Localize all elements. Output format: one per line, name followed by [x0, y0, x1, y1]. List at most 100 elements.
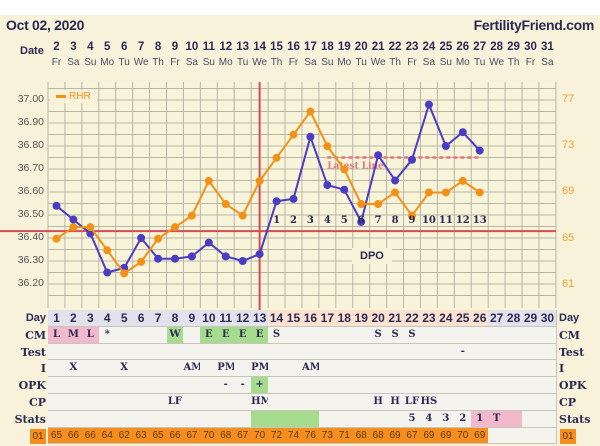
stats-cell[interactable] [234, 410, 253, 428]
stats-cell[interactable] [149, 410, 168, 428]
test-cell[interactable] [335, 343, 354, 361]
cp-cell[interactable]: HS [420, 394, 439, 411]
test-cell[interactable] [522, 343, 540, 361]
cm-cell[interactable] [115, 326, 134, 344]
brand-logo-text[interactable]: FertilityFriend.com [473, 17, 595, 33]
stats-cell[interactable] [352, 410, 371, 428]
test-cell[interactable] [352, 343, 371, 361]
cp-cell[interactable] [200, 394, 219, 411]
i-cell[interactable] [149, 360, 168, 378]
stats-cell[interactable] [217, 410, 236, 428]
stats-cell[interactable] [200, 410, 219, 428]
opk-cell[interactable] [200, 377, 219, 394]
i-cell[interactable]: X [115, 360, 134, 378]
cp-cell[interactable]: LF [403, 394, 422, 411]
test-cell[interactable] [81, 343, 100, 361]
test-cell[interactable] [301, 343, 320, 361]
stats-cell[interactable] [386, 410, 405, 428]
i-cell[interactable] [268, 360, 286, 378]
i-cell[interactable] [318, 360, 337, 378]
cp-cell[interactable] [335, 394, 354, 411]
test-cell[interactable] [403, 343, 422, 361]
stats-cell[interactable] [64, 410, 83, 428]
cm-cell[interactable] [301, 326, 320, 344]
test-cell[interactable] [437, 343, 456, 361]
opk-cell[interactable] [437, 377, 456, 394]
test-cell[interactable] [488, 343, 507, 361]
cp-cell[interactable]: H [386, 394, 405, 411]
i-cell[interactable] [488, 360, 507, 378]
cp-cell[interactable] [115, 394, 134, 411]
cm-cell[interactable] [132, 326, 151, 344]
cm-cell[interactable]: E [200, 326, 219, 344]
test-cell[interactable] [318, 343, 337, 361]
cp-cell[interactable] [98, 394, 117, 411]
i-cell[interactable] [48, 360, 66, 378]
opk-cell[interactable] [369, 377, 388, 394]
cm-cell[interactable] [420, 326, 439, 344]
test-cell[interactable] [200, 343, 219, 361]
i-cell[interactable]: PM [217, 360, 236, 378]
i-cell[interactable] [454, 360, 473, 378]
stats-cell[interactable] [251, 410, 270, 428]
cm-cell[interactable]: E [234, 326, 253, 344]
test-cell[interactable] [234, 343, 253, 361]
i-cell[interactable]: AM [301, 360, 321, 378]
opk-cell[interactable] [268, 377, 286, 394]
opk-cell[interactable] [454, 377, 473, 394]
test-cell[interactable] [64, 343, 83, 361]
opk-cell[interactable] [301, 377, 320, 394]
cm-cell[interactable] [285, 326, 303, 344]
cp-cell[interactable] [454, 394, 473, 411]
opk-cell[interactable] [318, 377, 337, 394]
cm-cell[interactable]: E [217, 326, 236, 344]
stats-cell[interactable]: T [488, 410, 507, 428]
opk-cell[interactable] [132, 377, 151, 394]
test-cell[interactable] [149, 343, 168, 361]
cm-cell[interactable] [505, 326, 524, 344]
i-cell[interactable] [234, 360, 253, 378]
i-cell[interactable] [335, 360, 354, 378]
cm-cell[interactable]: S [403, 326, 422, 344]
test-cell[interactable] [386, 343, 405, 361]
cp-cell[interactable] [505, 394, 524, 411]
opk-cell[interactable] [48, 377, 66, 394]
cm-cell[interactable] [335, 326, 354, 344]
test-cell[interactable] [505, 343, 524, 361]
opk-cell[interactable] [386, 377, 405, 394]
i-cell[interactable] [369, 360, 388, 378]
cp-cell[interactable]: LF [166, 394, 185, 411]
stats-cell[interactable] [166, 410, 185, 428]
cp-cell[interactable] [522, 394, 540, 411]
cm-cell[interactable] [318, 326, 337, 344]
stats-cell[interactable] [369, 410, 388, 428]
test-cell[interactable] [166, 343, 185, 361]
test-cell[interactable] [48, 343, 66, 361]
opk-cell[interactable] [403, 377, 422, 394]
i-cell[interactable] [81, 360, 100, 378]
cp-cell[interactable] [81, 394, 100, 411]
i-cell[interactable] [132, 360, 151, 378]
i-cell[interactable] [522, 360, 540, 378]
opk-cell[interactable] [505, 377, 524, 394]
cp-cell[interactable] [318, 394, 337, 411]
cp-cell[interactable] [352, 394, 371, 411]
i-cell[interactable] [285, 360, 303, 378]
i-cell[interactable] [420, 360, 439, 378]
cp-cell[interactable] [301, 394, 320, 411]
cp-cell[interactable] [132, 394, 151, 411]
cm-cell[interactable]: E [251, 326, 270, 344]
stats-cell[interactable] [301, 410, 320, 428]
i-cell[interactable]: PM [251, 360, 270, 378]
cp-cell[interactable] [437, 394, 456, 411]
cm-cell[interactable]: * [98, 326, 117, 344]
cm-cell[interactable]: S [386, 326, 405, 344]
stats-cell[interactable]: 2 [454, 410, 473, 428]
stats-cell[interactable] [285, 410, 303, 428]
stats-cell[interactable] [132, 410, 151, 428]
cm-cell[interactable] [149, 326, 168, 344]
stats-cell[interactable] [335, 410, 354, 428]
cp-cell[interactable] [64, 394, 83, 411]
test-cell[interactable] [268, 343, 286, 361]
opk-cell[interactable] [352, 377, 371, 394]
